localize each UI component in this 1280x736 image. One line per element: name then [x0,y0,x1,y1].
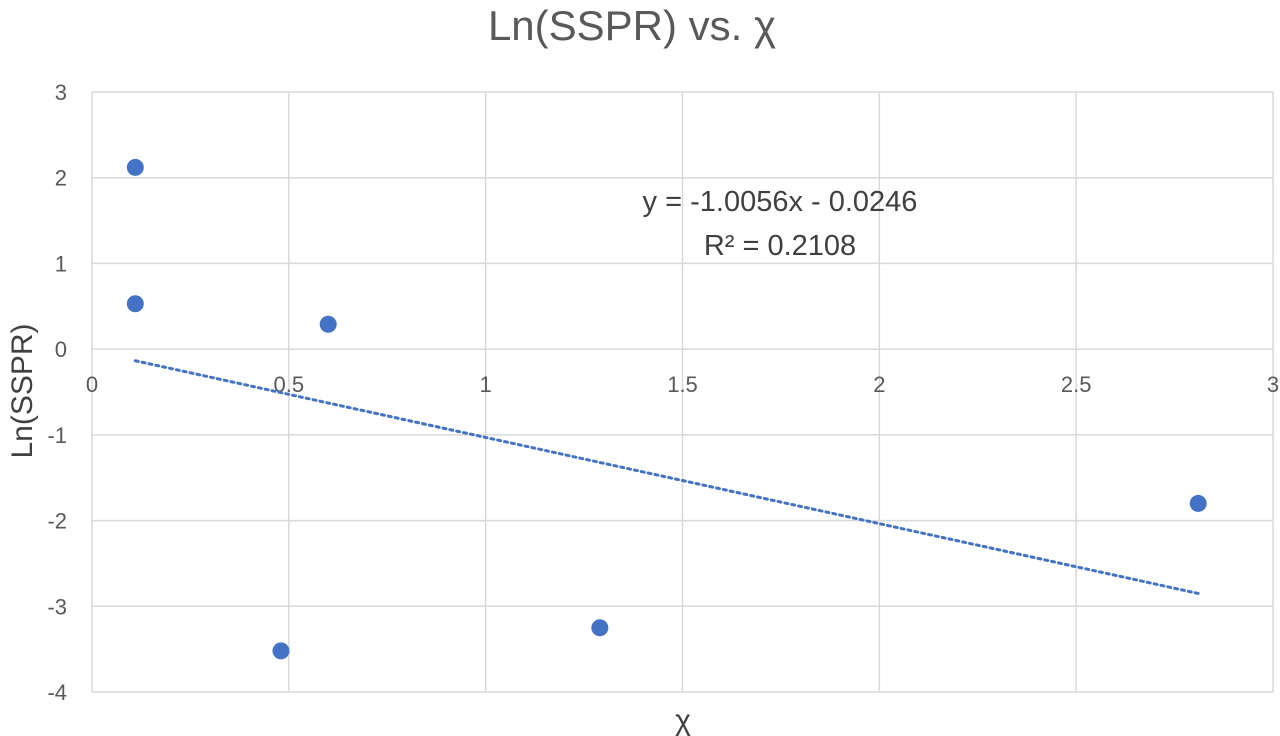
x-tick-label: 3 [1267,372,1279,397]
data-point [591,619,609,637]
data-point [319,315,337,333]
trendline [133,359,1200,595]
x-tick-label: 0 [86,372,98,397]
y-tick-label: -2 [47,509,67,534]
x-tick-label: 1 [480,372,492,397]
data-point [272,642,290,660]
y-tick-label: 2 [55,166,67,191]
x-tick-label: 2 [873,372,885,397]
trendline-r-squared: R² = 0.2108 [704,230,856,262]
data-point [126,158,144,176]
y-tick-label: -1 [47,423,67,448]
chart-title: Ln(SSPR) vs. χ [488,2,776,49]
data-point [1189,494,1207,512]
y-tick-label: 0 [55,337,67,362]
y-tick-label: -3 [47,594,67,619]
y-tick-label: 1 [55,251,67,276]
x-tick-label: 1.5 [667,372,698,397]
y-tick-label: 3 [55,80,67,105]
x-axis-label: χ [675,704,691,736]
grid [91,91,1274,693]
trendline-equation: y = -1.0056x - 0.0246 [643,186,918,218]
trendline-group [133,359,1200,595]
data-point [126,295,144,313]
y-axis-label: Ln(SSPR) [6,323,39,458]
data-points [126,158,1207,660]
x-tick-label: 2.5 [1061,372,1092,397]
y-tick-label: -4 [47,680,67,705]
